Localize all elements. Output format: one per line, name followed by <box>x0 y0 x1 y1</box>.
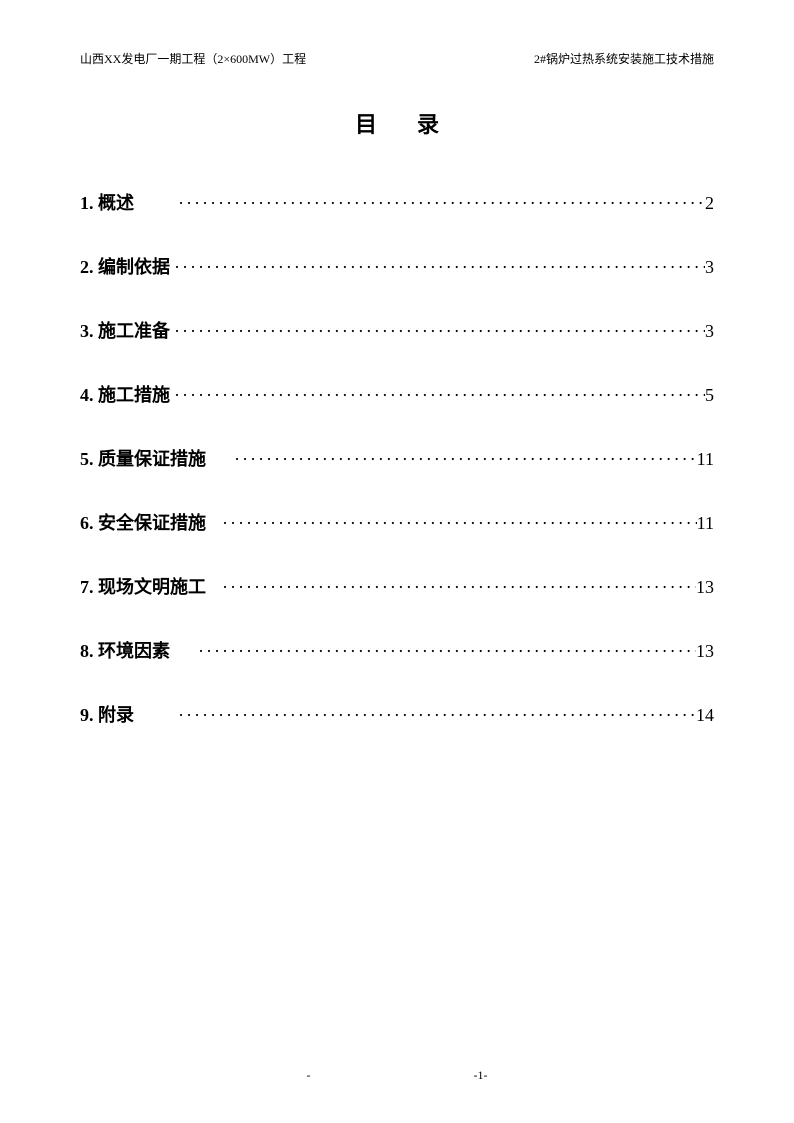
toc-item-label: 3. 施工准备 <box>80 317 170 343</box>
footer-page-number: -1- <box>474 1068 488 1083</box>
document-page: 山西XX发电厂一期工程（2×600MW）工程 2#锅炉过热系统安装施工技术措施 … <box>0 0 794 1123</box>
toc-item-page: 2 <box>705 193 714 214</box>
toc-item: 4. 施工措施·································… <box>80 381 714 407</box>
toc-item-label: 5. 质量保证措施 <box>80 445 230 471</box>
toc-item-page: 13 <box>696 641 714 662</box>
toc-item-label: 8. 环境因素 <box>80 637 194 663</box>
toc-item-dots: ········································… <box>218 577 696 598</box>
toc-item-dots: ········································… <box>218 513 697 534</box>
toc-item-dots: ········································… <box>170 385 705 406</box>
toc-item-label: 1. 概述 <box>80 189 174 215</box>
toc-item-dots: ········································… <box>230 449 697 470</box>
footer-left-mark: - <box>307 1068 311 1083</box>
toc-title: 目录 <box>80 107 714 139</box>
toc-item-page: 11 <box>697 513 714 534</box>
toc-item-dots: ········································… <box>170 257 705 278</box>
header-left: 山西XX发电厂一期工程（2×600MW）工程 <box>80 50 306 67</box>
toc-item-label: 9. 附录 <box>80 701 174 727</box>
toc-item-dots: ········································… <box>194 641 696 662</box>
toc-item: 8. 环境因素·································… <box>80 637 714 663</box>
page-footer: - -1- <box>0 1068 794 1083</box>
toc-item: 9. 附录···································… <box>80 701 714 727</box>
toc-item-page: 11 <box>697 449 714 470</box>
toc-item-label: 2. 编制依据 <box>80 253 170 279</box>
toc-item-label: 6. 安全保证措施 <box>80 509 218 535</box>
toc-item-page: 13 <box>696 577 714 598</box>
toc-item-page: 5 <box>705 385 714 406</box>
toc-item: 2. 编制依据·································… <box>80 253 714 279</box>
toc-item-page: 14 <box>696 705 714 726</box>
page-header: 山西XX发电厂一期工程（2×600MW）工程 2#锅炉过热系统安装施工技术措施 <box>80 50 714 67</box>
toc-item-dots: ········································… <box>174 705 696 726</box>
toc-item-dots: ········································… <box>170 321 705 342</box>
toc-item-label: 7. 现场文明施工 <box>80 573 218 599</box>
toc-item: 6. 安全保证措施·······························… <box>80 509 714 535</box>
toc-item-page: 3 <box>705 321 714 342</box>
header-right: 2#锅炉过热系统安装施工技术措施 <box>534 50 714 67</box>
toc-item: 7. 现场文明施工·······························… <box>80 573 714 599</box>
toc-item: 5. 质量保证措施·······························… <box>80 445 714 471</box>
toc-item: 3. 施工准备·································… <box>80 317 714 343</box>
toc-item: 1. 概述···································… <box>80 189 714 215</box>
toc-item-label: 4. 施工措施 <box>80 381 170 407</box>
toc-item-dots: ········································… <box>174 193 705 214</box>
toc-item-page: 3 <box>705 257 714 278</box>
toc-list: 1. 概述···································… <box>80 189 714 727</box>
